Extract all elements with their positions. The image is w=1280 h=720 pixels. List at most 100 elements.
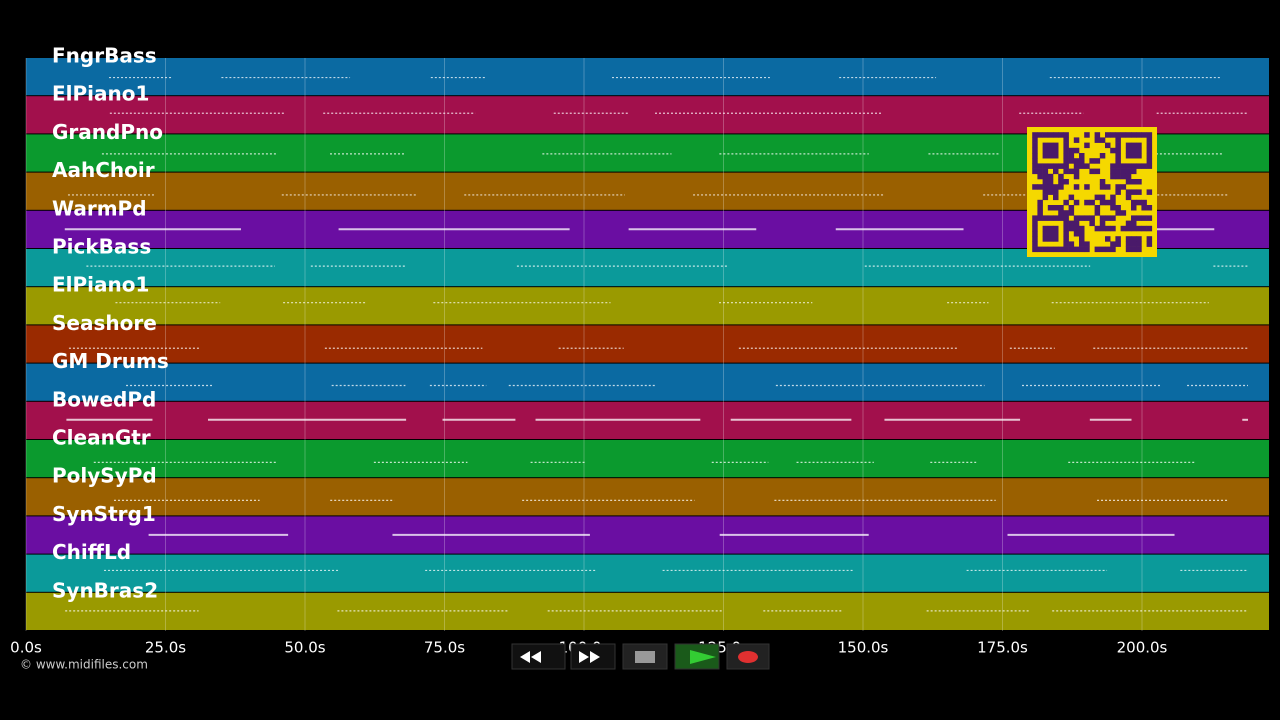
- qr-module: [1079, 153, 1085, 159]
- play-button[interactable]: [674, 643, 720, 670]
- qr-module: [1042, 163, 1049, 169]
- qr-module: [1146, 225, 1153, 232]
- qr-module: [1047, 225, 1054, 232]
- qr-module: [1042, 184, 1049, 190]
- qr-module: [1073, 173, 1080, 180]
- qr-module: [1042, 236, 1049, 242]
- qr-module: [1058, 184, 1064, 190]
- qr-module: [1125, 241, 1132, 247]
- qr-module: [1110, 163, 1116, 169]
- qr-module: [1125, 194, 1132, 201]
- qr-module: [1084, 132, 1090, 138]
- qr-module: [1079, 225, 1085, 232]
- qr-module: [1053, 132, 1059, 138]
- qr-module: [1058, 210, 1064, 216]
- qr-module: [1068, 246, 1075, 253]
- qr-module: [1032, 215, 1038, 221]
- qr-module: [1115, 158, 1121, 164]
- qr-module: [1032, 225, 1038, 232]
- qr-module: [1110, 225, 1116, 232]
- qr-module: [1063, 225, 1069, 232]
- qr-module: [1053, 246, 1059, 253]
- qr-module: [1146, 236, 1153, 242]
- qr-module: [1068, 168, 1075, 175]
- time-tick-label: 150.0s: [838, 639, 889, 657]
- qr-module: [1032, 231, 1038, 237]
- qr-module: [1063, 236, 1069, 242]
- qr-module: [1042, 179, 1049, 185]
- qr-module: [1125, 225, 1132, 232]
- time-tick-label: 75.0s: [424, 639, 465, 657]
- qr-module: [1125, 147, 1132, 154]
- qr-module: [1063, 153, 1069, 159]
- qr-module: [1037, 215, 1043, 221]
- qr-module: [1053, 142, 1059, 149]
- qr-module: [1125, 163, 1132, 169]
- qr-module: [1068, 153, 1075, 159]
- qr-module: [1105, 225, 1111, 232]
- qr-module: [1063, 220, 1069, 227]
- qr-module: [1084, 199, 1090, 206]
- qr-module: [1063, 168, 1069, 175]
- qr-module: [1058, 179, 1064, 185]
- qr-module: [1032, 246, 1038, 253]
- qr-module: [1120, 132, 1127, 138]
- fast-forward-button[interactable]: [570, 643, 616, 670]
- qr-module: [1131, 215, 1137, 221]
- qr-module: [1037, 210, 1043, 216]
- qr-module: [1115, 147, 1121, 154]
- qr-module: [1131, 205, 1137, 211]
- qr-module: [1053, 147, 1059, 154]
- qr-module: [1063, 199, 1069, 206]
- track-name: WarmPd: [52, 196, 147, 220]
- copyright: © www.midifiles.com: [20, 658, 148, 672]
- record-button[interactable]: [726, 643, 770, 670]
- qr-module: [1131, 163, 1137, 169]
- qr-module: [1042, 246, 1049, 253]
- qr-module: [1110, 246, 1116, 253]
- stop-button[interactable]: [622, 643, 668, 670]
- qr-module: [1053, 184, 1059, 190]
- qr-module: [1115, 137, 1121, 143]
- qr-module: [1131, 246, 1137, 253]
- qr-module: [1131, 189, 1137, 195]
- track-name: GM Drums: [52, 349, 169, 373]
- qr-module: [1032, 220, 1038, 227]
- time-tick-label: 175.0s: [977, 639, 1028, 657]
- qr-module: [1099, 199, 1106, 206]
- qr-module: [1068, 147, 1075, 154]
- qr-module: [1063, 246, 1069, 253]
- qr-module: [1094, 246, 1101, 253]
- qr-module: [1120, 225, 1127, 232]
- time-tick-label: 50.0s: [284, 639, 325, 657]
- qr-module: [1125, 168, 1132, 175]
- qr-module: [1063, 142, 1069, 149]
- qr-module: [1125, 246, 1132, 253]
- qr-module: [1053, 163, 1059, 169]
- qr-module: [1105, 215, 1111, 221]
- track-lane: [26, 325, 1269, 363]
- qr-module: [1136, 241, 1142, 247]
- qr-module: [1073, 163, 1080, 169]
- qr-module: [1131, 153, 1137, 159]
- time-tick-label: 25.0s: [145, 639, 186, 657]
- qr-module: [1058, 163, 1064, 169]
- qr-module: [1125, 153, 1132, 159]
- qr-module: [1053, 194, 1059, 201]
- qr-module: [1120, 184, 1127, 190]
- qr-module: [1063, 132, 1069, 138]
- qr-module: [1099, 215, 1106, 221]
- track-name: ChiffLd: [52, 540, 131, 564]
- qr-module: [1053, 231, 1059, 237]
- track-lane: [26, 58, 1269, 96]
- qr-module: [1053, 225, 1059, 232]
- qr-module: [1032, 168, 1038, 175]
- qr-module: [1136, 225, 1142, 232]
- qr-module: [1037, 132, 1043, 138]
- qr-module: [1125, 173, 1132, 180]
- rewind-button[interactable]: [511, 643, 566, 670]
- qr-module: [1136, 199, 1142, 206]
- qr-module: [1099, 220, 1106, 227]
- track-name: BowedPd: [52, 387, 156, 411]
- qr-module: [1131, 220, 1137, 227]
